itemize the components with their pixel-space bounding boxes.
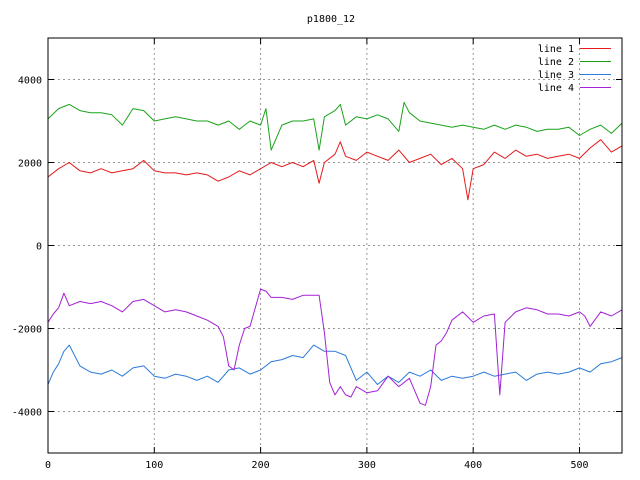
x-tick-label: 0 — [45, 460, 51, 471]
y-tick-label: 2000 — [18, 159, 42, 170]
axes: 0 100 200 300 400 500 -4000 -2000 0 2000 4000 — [12, 38, 622, 471]
x-tick-label: 300 — [358, 460, 376, 471]
legend-label: line 3 — [538, 70, 574, 81]
x-tick-label: 500 — [570, 460, 588, 471]
x-tick-label: 100 — [145, 460, 163, 471]
legend-label: line 2 — [538, 57, 574, 68]
series-group — [47, 101, 623, 406]
series-line-2 — [47, 101, 623, 151]
chart-title: p1800_12 — [307, 14, 355, 25]
series-line-1 — [47, 139, 623, 201]
y-tick-label: -4000 — [12, 408, 42, 419]
y-tick-label: 4000 — [18, 76, 42, 87]
legend-label: line 1 — [538, 44, 574, 55]
x-tick-label: 200 — [252, 460, 270, 471]
y-tick-label: 0 — [36, 242, 42, 253]
grid — [48, 38, 622, 453]
legend: line 1 line 2 line 3 line 4 — [538, 44, 611, 94]
y-tick-label: -2000 — [12, 325, 42, 336]
legend-label: line 4 — [538, 83, 574, 94]
series-line-4 — [47, 288, 623, 406]
x-tick-label: 400 — [464, 460, 482, 471]
series-line-3 — [47, 344, 623, 385]
